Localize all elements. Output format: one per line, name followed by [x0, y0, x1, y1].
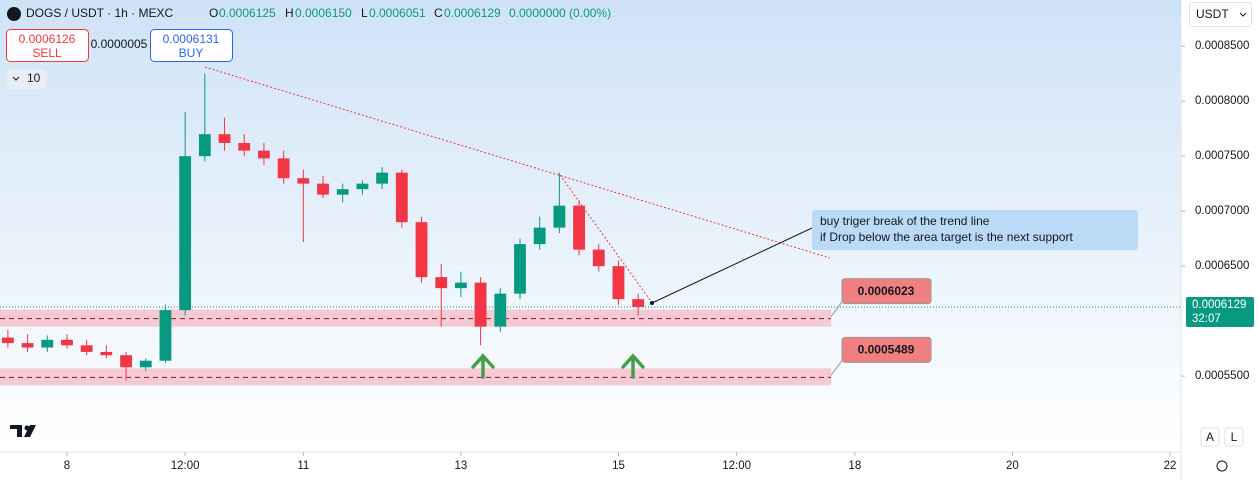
candle-body — [218, 134, 231, 143]
level-label: 0.0006023 — [858, 284, 915, 298]
plot: 0.0006023 0.0005489 — [0, 73, 1181, 386]
annotation-line: buy triger break of the trend line — [820, 214, 990, 228]
candle-body — [573, 205, 585, 250]
ohlc-key: L — [361, 6, 368, 20]
level-label: 0.0005489 — [858, 342, 915, 356]
level-label-box — [841, 336, 932, 363]
ohlc-key: C — [434, 6, 443, 20]
candle-body — [474, 282, 487, 327]
candle-body — [632, 299, 645, 307]
change: 0.0000000 (0.00%) — [509, 6, 611, 20]
sell-price: 0.0006126 — [19, 32, 76, 46]
callout-line — [651, 227, 813, 304]
settings-icon[interactable] — [1216, 460, 1228, 472]
ohlc-key: O — [209, 6, 218, 20]
log-scale-button[interactable] — [1224, 427, 1244, 447]
candle-body — [198, 134, 211, 157]
x-tick-label: 11 — [297, 460, 309, 472]
candle-body — [139, 360, 152, 368]
candle-body — [454, 282, 467, 289]
y-tick-label: 0.0007000 — [1195, 205, 1249, 217]
spread: 0.0000005 — [91, 37, 148, 51]
candle-body — [258, 150, 270, 159]
y-tick-label: 0.0005500 — [1195, 370, 1249, 382]
candle-body — [120, 355, 132, 368]
price-tag-countdown: 32:07 — [1192, 313, 1221, 325]
scale-button-label: L — [1231, 430, 1238, 444]
annotation-line: if Drop below the area target is the nex… — [820, 230, 1073, 244]
logo — [24, 425, 30, 431]
trend-line — [559, 174, 651, 301]
ohlc-key: H — [285, 6, 294, 20]
candle-body — [356, 183, 369, 190]
chevron — [12, 76, 20, 81]
x-tick-label: 15 — [612, 460, 625, 472]
candle-body — [1, 337, 14, 344]
ohlc-value: 0.0006129 — [444, 6, 501, 20]
candle-body — [415, 222, 428, 278]
sell-label: SELL — [32, 46, 62, 60]
ohlc-value: 0.0006051 — [369, 6, 426, 20]
indicators-count: 10 — [27, 71, 41, 85]
y-tick-label: 0.0008500 — [1195, 40, 1249, 52]
candle-body — [179, 156, 192, 311]
x-tick-label: 12:00 — [171, 460, 200, 472]
annotation-box — [812, 210, 1138, 250]
up-arrow — [621, 353, 645, 379]
y-tick-label: 0.0006500 — [1195, 260, 1249, 272]
y-tick-label: 0.0008000 — [1195, 95, 1249, 107]
symbol-icon — [7, 7, 21, 21]
candle-body — [592, 249, 605, 267]
up-arrow — [471, 353, 495, 379]
candle-body — [61, 339, 73, 346]
arrow-icons — [471, 353, 645, 379]
candle-body — [80, 345, 93, 352]
scale-button-label: A — [1206, 430, 1214, 444]
candle-body — [494, 293, 507, 327]
candle-body — [100, 351, 113, 356]
x-tick-label: 20 — [1006, 460, 1019, 472]
ohlc-value: 0.0006150 — [295, 6, 352, 20]
price-tag — [1186, 296, 1254, 327]
x-tick-label: 8 — [64, 460, 70, 472]
candle-body — [41, 339, 54, 348]
candle-body — [238, 142, 251, 151]
candle-body — [395, 172, 408, 223]
trend-line — [204, 66, 831, 259]
sell-button[interactable] — [6, 29, 89, 62]
buy-label: BUY — [179, 46, 204, 60]
price-tag-value: 0.0006129 — [1192, 299, 1246, 311]
candle-body — [376, 172, 389, 184]
ohlc-value: 0.0006125 — [219, 6, 276, 20]
candle-body — [612, 266, 625, 300]
chevron — [1239, 12, 1247, 17]
candle-body — [159, 310, 172, 361]
level-label-box — [841, 278, 932, 305]
candle-body — [553, 205, 566, 228]
callout-dot — [650, 301, 654, 305]
y-tick-label: 0.0007500 — [1195, 150, 1249, 162]
candle-body — [21, 343, 34, 348]
buy-button[interactable] — [150, 29, 233, 62]
currency: USDT — [1196, 7, 1229, 21]
auto-scale-button[interactable] — [1200, 427, 1220, 447]
x-tick-label: 13 — [454, 460, 467, 472]
x-tick-label: 18 — [848, 460, 861, 472]
x-tick-label: 22 — [1164, 460, 1177, 472]
candle-body — [317, 183, 329, 195]
candle-body — [277, 158, 290, 179]
candle-body — [514, 244, 526, 294]
buy-price: 0.0006131 — [163, 32, 220, 46]
candle-body — [336, 189, 349, 195]
indicators-toggle[interactable] — [6, 69, 46, 89]
symbol: DOGS / USDT · 1h · MEXC — [26, 6, 173, 20]
x-tick-label: 12:00 — [722, 460, 751, 472]
candle-body — [533, 227, 546, 245]
currency-select[interactable] — [1189, 2, 1252, 27]
candle-body — [297, 178, 310, 184]
candle-body — [435, 277, 448, 289]
